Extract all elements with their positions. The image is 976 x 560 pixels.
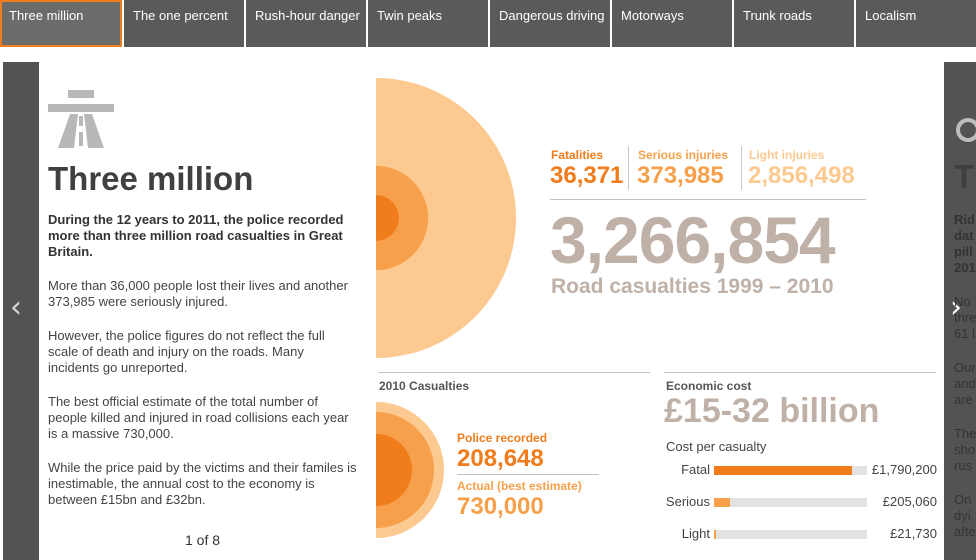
cost-row-label: Serious [665, 494, 710, 509]
cost-bar-track [714, 498, 867, 507]
cost-row-value: £1,790,200 [871, 462, 937, 477]
body-paragraph: More than 36,000 people lost their lives… [48, 278, 348, 309]
divider [378, 372, 650, 373]
next-slide-text-peek: The sho rus [954, 426, 976, 473]
tab-motorways[interactable]: Motorways [612, 0, 732, 47]
serious-injuries-circle [376, 165, 429, 271]
next-slide-lead-peek: Rid dat pill 201 [954, 212, 976, 275]
cost-row-label: Fatal [681, 462, 710, 477]
cost-bar-track [714, 466, 867, 475]
fatalities-circle [376, 195, 399, 241]
light-injuries-label: Light injuries [749, 148, 825, 162]
police-recorded-label: Police recorded [457, 431, 548, 445]
cost-bar-fill [714, 498, 730, 507]
tab-twin-peaks[interactable]: Twin peaks [368, 0, 488, 47]
tab-trunk-roads[interactable]: Trunk roads [734, 0, 854, 47]
next-slide-text-peek: Our and are [954, 360, 976, 407]
tab-rush-hour-danger[interactable]: Rush-hour danger [246, 0, 366, 47]
next-slide-title-peek: T [954, 158, 975, 195]
tab-dangerous-driving[interactable]: Dangerous driving [490, 0, 610, 47]
tab-localism[interactable]: Localism [856, 0, 976, 47]
total-casualties-value: 3,266,854 [550, 203, 836, 277]
tab-three-million[interactable]: Three million [0, 0, 122, 47]
police-recorded-circle [376, 434, 412, 506]
next-slide-panel[interactable] [944, 62, 976, 560]
total-casualties-caption: Road casualties 1999 – 2010 [551, 275, 834, 298]
casualties-2010-title: 2010 Casualties [379, 379, 470, 393]
chevron-left-icon[interactable]: ‹ [10, 290, 22, 325]
body-paragraph: While the price paid by the victims and … [48, 460, 357, 507]
bicycle-icon [956, 118, 976, 142]
body-paragraph: The best official estimate of the total … [48, 394, 349, 441]
slide-pager: 1 of 8 [185, 532, 221, 548]
cost-row-value: £205,060 [882, 494, 937, 509]
actual-estimate-label: Actual (best estimate) [457, 479, 582, 493]
previous-slide-panel[interactable] [3, 62, 39, 560]
section-tab-bar: Three million The one percent Rush-hour … [0, 0, 976, 48]
next-slide-text-peek: On dyi afte [954, 492, 976, 539]
fatalities-label: Fatalities [551, 148, 604, 162]
slide-title: Three million [48, 160, 254, 197]
slide-stage: ‹ › Three million During the 12 years to… [0, 62, 976, 560]
economic-cost-value: £15-32 billion [664, 392, 880, 430]
chevron-right-icon[interactable]: › [950, 290, 962, 325]
divider [628, 146, 629, 190]
fatalities-value: 36,371 [550, 162, 624, 189]
divider [741, 146, 742, 190]
light-injuries-value: 2,856,498 [748, 162, 855, 189]
economic-cost-title: Economic cost [666, 379, 752, 393]
tab-the-one-percent[interactable]: The one percent [124, 0, 244, 47]
body-paragraph: However, the police figures do not refle… [48, 328, 325, 375]
light-injuries-circle [376, 78, 516, 358]
cost-per-casualty-caption: Cost per casualty [666, 439, 767, 454]
police-recorded-value: 208,648 [457, 445, 544, 472]
cost-bar-fill [714, 466, 852, 475]
casualty-circles-chart [376, 78, 516, 538]
cost-bar-fill [714, 530, 716, 539]
next-slide-text-peek: No thre 61 l [954, 294, 976, 341]
divider [550, 199, 866, 200]
motorway-road-icon [48, 90, 114, 148]
serious-injuries-value: 373,985 [637, 162, 724, 189]
lead-paragraph: During the 12 years to 2011, the police … [48, 212, 344, 259]
cost-row-label: Light [681, 526, 710, 541]
cost-bar-track [714, 530, 867, 539]
actual-estimate-value: 730,000 [457, 493, 544, 520]
cost-row-value: £21,730 [890, 526, 937, 541]
serious-injuries-label: Serious injuries [638, 148, 729, 162]
divider [457, 474, 599, 475]
divider [664, 372, 936, 373]
